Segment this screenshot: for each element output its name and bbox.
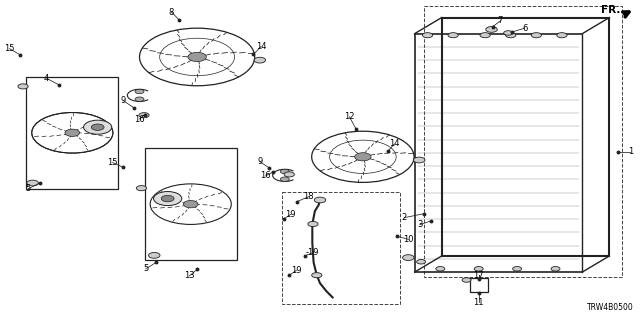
Circle shape	[551, 267, 560, 271]
Circle shape	[161, 195, 174, 202]
Circle shape	[148, 252, 160, 258]
Circle shape	[417, 260, 426, 264]
Text: 11: 11	[474, 298, 484, 307]
Circle shape	[84, 120, 112, 134]
Text: 13: 13	[184, 271, 195, 280]
Circle shape	[480, 33, 490, 38]
Text: 9: 9	[257, 157, 262, 166]
Text: 16: 16	[134, 115, 145, 124]
Text: 3: 3	[417, 220, 422, 229]
Text: FR.: FR.	[602, 5, 621, 15]
Bar	[145, 148, 237, 260]
Text: 15: 15	[108, 158, 118, 167]
Text: 12: 12	[344, 112, 355, 121]
Circle shape	[284, 172, 294, 177]
Circle shape	[135, 97, 144, 101]
Text: 9: 9	[121, 96, 126, 105]
Circle shape	[314, 197, 326, 203]
Circle shape	[139, 113, 149, 118]
Circle shape	[184, 201, 198, 208]
Text: 7: 7	[498, 16, 503, 25]
Text: 17: 17	[474, 271, 484, 280]
Circle shape	[92, 124, 104, 130]
Text: 19: 19	[291, 266, 301, 275]
Circle shape	[254, 57, 266, 63]
Circle shape	[448, 33, 458, 38]
Text: 6: 6	[522, 24, 527, 33]
Bar	[26, 77, 118, 189]
Text: 5: 5	[26, 184, 31, 193]
Circle shape	[531, 33, 541, 38]
Circle shape	[355, 153, 371, 161]
Text: 10: 10	[403, 235, 413, 244]
Text: 2: 2	[402, 213, 407, 222]
Circle shape	[135, 89, 144, 94]
Circle shape	[65, 129, 79, 136]
Circle shape	[154, 191, 182, 206]
Circle shape	[312, 273, 322, 278]
Circle shape	[436, 267, 445, 271]
Circle shape	[474, 267, 483, 271]
Circle shape	[280, 177, 289, 181]
Text: -19: -19	[305, 248, 319, 257]
Circle shape	[462, 278, 471, 282]
Circle shape	[188, 52, 206, 61]
Circle shape	[486, 27, 497, 32]
Circle shape	[136, 186, 147, 191]
Circle shape	[504, 31, 513, 35]
Text: 1: 1	[628, 148, 633, 156]
Circle shape	[422, 33, 433, 38]
Circle shape	[506, 33, 516, 38]
Circle shape	[413, 157, 425, 163]
Circle shape	[403, 255, 414, 260]
Text: 16: 16	[260, 172, 271, 180]
Text: 8: 8	[169, 8, 174, 17]
Circle shape	[308, 221, 318, 227]
Circle shape	[280, 169, 289, 174]
Bar	[282, 192, 400, 304]
Circle shape	[513, 267, 522, 271]
Text: 4: 4	[44, 74, 49, 83]
Text: 15: 15	[4, 44, 15, 53]
Circle shape	[557, 33, 567, 38]
Text: 5: 5	[143, 264, 148, 273]
Circle shape	[18, 84, 28, 89]
Text: 18: 18	[303, 192, 314, 201]
Circle shape	[27, 180, 38, 186]
Text: 14: 14	[389, 140, 399, 148]
Text: 14: 14	[256, 42, 266, 51]
Text: TRW4B0500: TRW4B0500	[587, 303, 634, 312]
Bar	[424, 6, 622, 277]
Bar	[470, 278, 488, 292]
Text: 19: 19	[285, 210, 296, 219]
